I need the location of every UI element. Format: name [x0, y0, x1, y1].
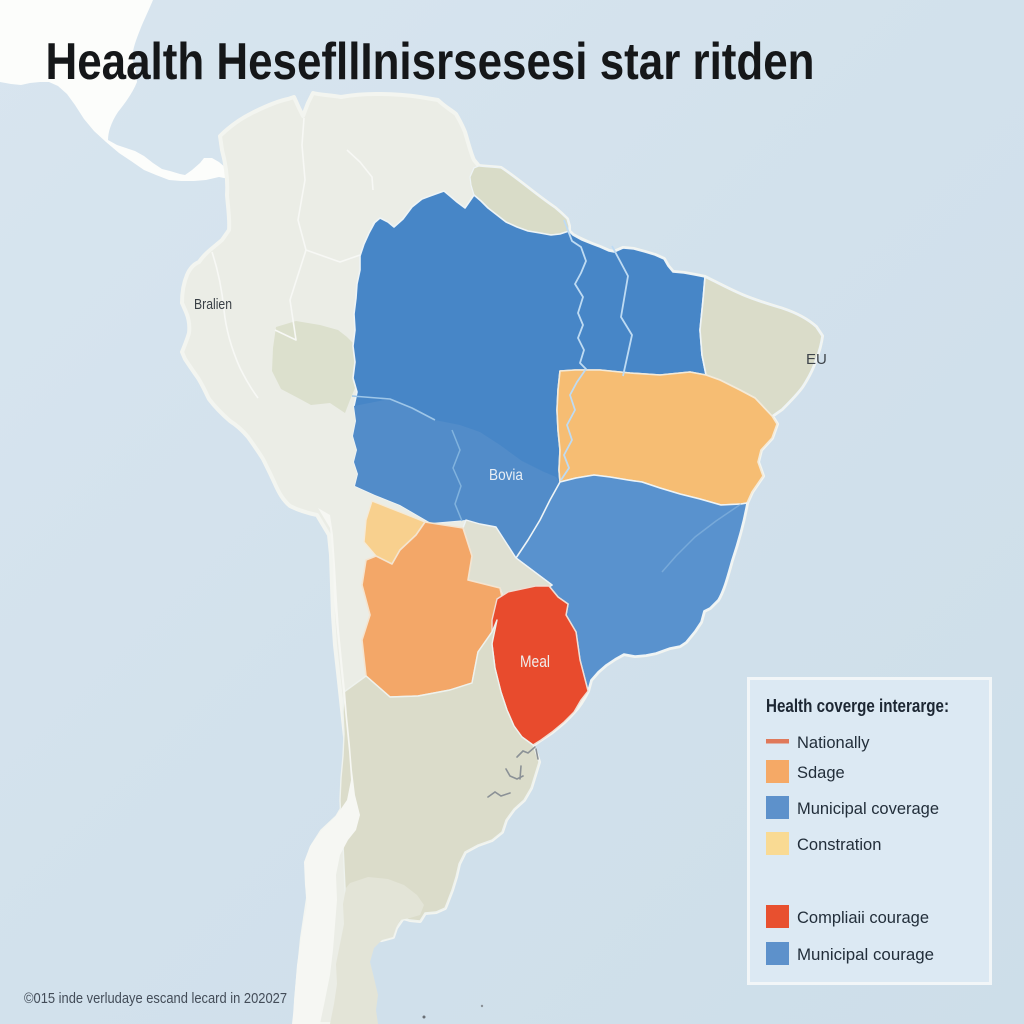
svg-text:©015 inde verludaye escand lec: ©015 inde verludaye escand lecard in 202… [24, 990, 287, 1007]
svg-text:Constration: Constration [797, 836, 881, 854]
svg-text:EU: EU [806, 351, 827, 368]
svg-text:Compliaii courage: Compliaii courage [797, 909, 929, 927]
svg-text:Bralien: Bralien [194, 296, 232, 313]
svg-text:Meal: Meal [520, 653, 550, 671]
svg-text:Health coverge interarge:: Health coverge interarge: [766, 695, 949, 716]
svg-text:Heaalth HesefllInisrsesesi sta: Heaalth HesefllInisrsesesi star ritden [46, 32, 815, 90]
svg-text:Sdage: Sdage [797, 764, 845, 782]
svg-text:Municipal courage: Municipal courage [797, 946, 934, 964]
svg-text:Nationally: Nationally [797, 734, 870, 752]
svg-text:Municipal coverage: Municipal coverage [797, 800, 939, 818]
svg-text:Bovia: Bovia [489, 467, 523, 484]
